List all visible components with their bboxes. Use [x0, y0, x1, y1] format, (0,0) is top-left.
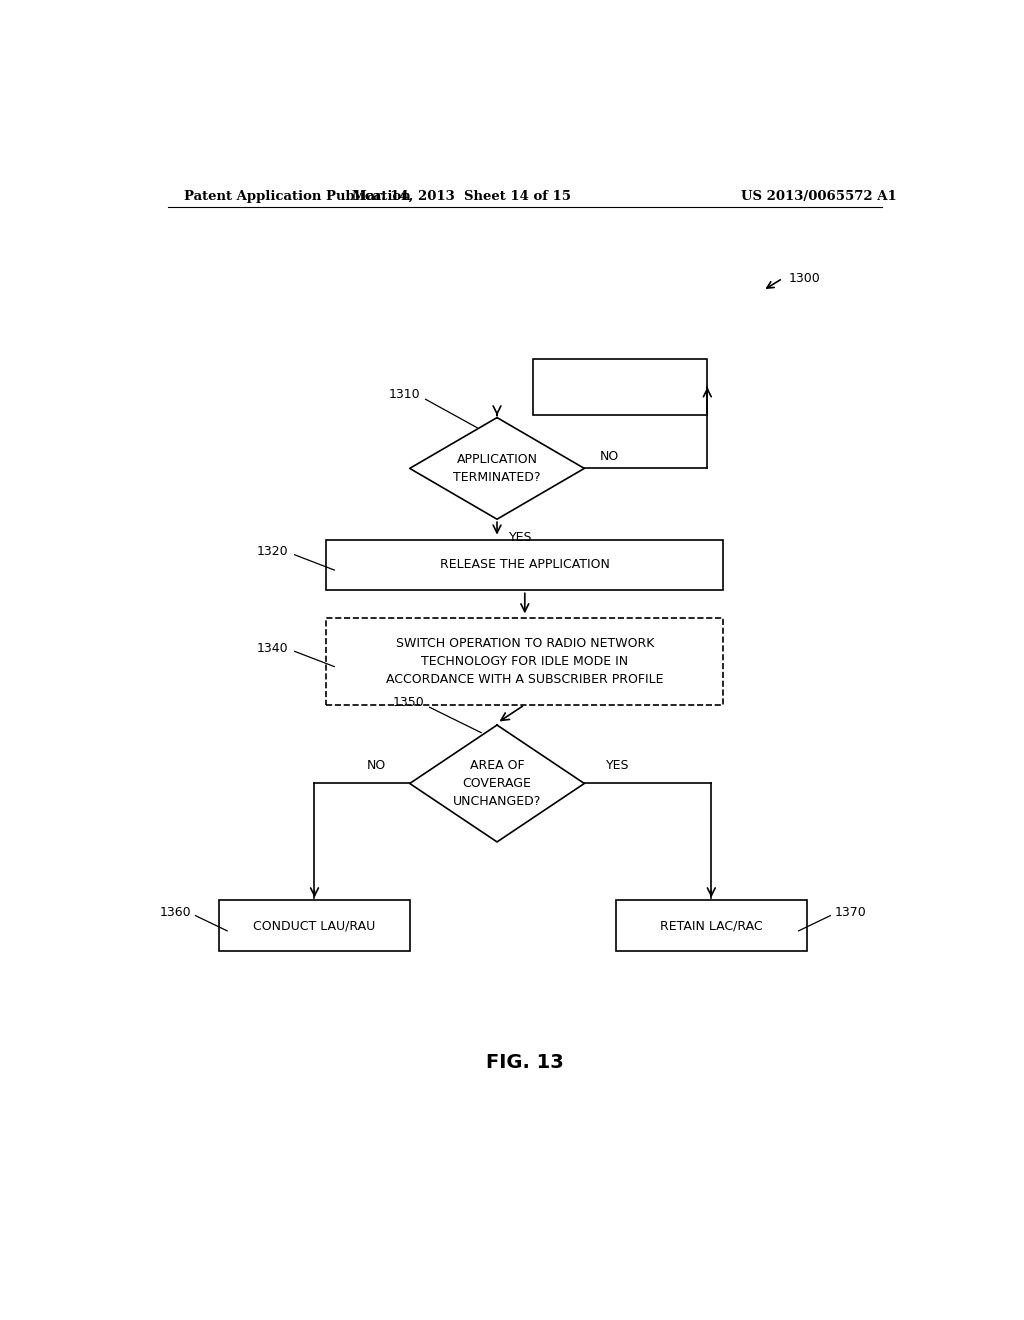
Text: YES: YES — [509, 531, 532, 544]
FancyBboxPatch shape — [219, 900, 410, 952]
Text: Patent Application Publication: Patent Application Publication — [183, 190, 411, 202]
FancyBboxPatch shape — [532, 359, 708, 414]
FancyBboxPatch shape — [327, 540, 723, 590]
FancyBboxPatch shape — [327, 618, 723, 705]
Text: RELEASE THE APPLICATION: RELEASE THE APPLICATION — [440, 558, 609, 572]
Text: FIG. 13: FIG. 13 — [486, 1053, 563, 1072]
Text: 1360: 1360 — [160, 906, 191, 919]
Text: APPLICATION
TERMINATED?: APPLICATION TERMINATED? — [454, 453, 541, 484]
Polygon shape — [410, 417, 585, 519]
Text: Mar. 14, 2013  Sheet 14 of 15: Mar. 14, 2013 Sheet 14 of 15 — [352, 190, 570, 202]
Text: 1350: 1350 — [392, 696, 424, 709]
Text: CONDUCT LAU/RAU: CONDUCT LAU/RAU — [253, 919, 376, 932]
Text: 1370: 1370 — [835, 906, 866, 919]
Text: 1320: 1320 — [257, 545, 289, 558]
Text: 1300: 1300 — [788, 272, 820, 285]
Text: 1340: 1340 — [257, 642, 289, 655]
Text: US 2013/0065572 A1: US 2013/0065572 A1 — [740, 190, 896, 202]
Polygon shape — [410, 725, 585, 842]
Text: NO: NO — [367, 759, 386, 772]
Text: AREA OF
COVERAGE
UNCHANGED?: AREA OF COVERAGE UNCHANGED? — [453, 759, 542, 808]
Text: 1310: 1310 — [388, 388, 420, 401]
Text: YES: YES — [606, 759, 630, 772]
Text: RETAIN LAC/RAC: RETAIN LAC/RAC — [660, 919, 763, 932]
Text: NO: NO — [600, 450, 620, 463]
FancyBboxPatch shape — [616, 900, 807, 952]
Text: SWITCH OPERATION TO RADIO NETWORK
TECHNOLOGY FOR IDLE MODE IN
ACCORDANCE WITH A : SWITCH OPERATION TO RADIO NETWORK TECHNO… — [386, 638, 664, 686]
